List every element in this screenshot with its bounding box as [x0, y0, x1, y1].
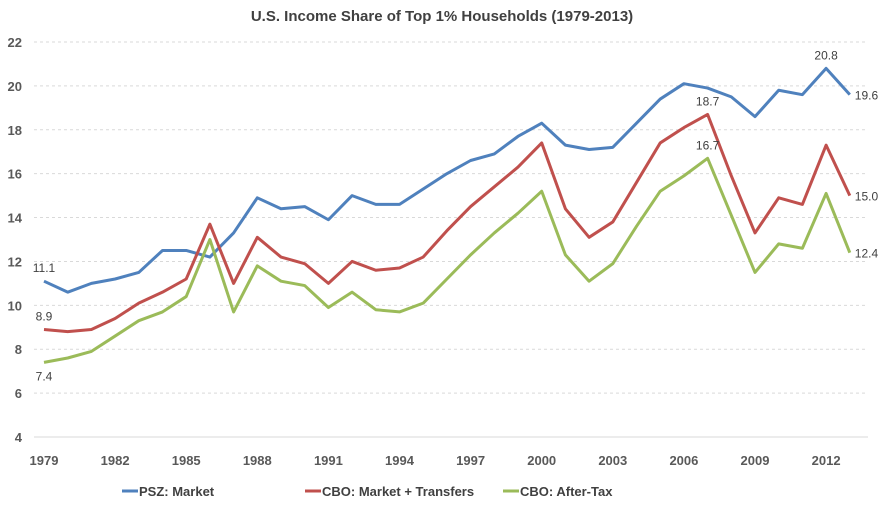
y-tick-label: 10	[8, 298, 22, 313]
data-label: 12.4	[855, 247, 879, 261]
legend: PSZ: Market CBO: Market + Transfers CBO: A…	[122, 484, 613, 499]
data-label: 7.4	[36, 369, 53, 383]
legend-label: CBO: After-Tax	[520, 484, 613, 499]
series-line-0	[43, 66, 851, 294]
y-tick-label: 14	[8, 211, 23, 226]
legend-item-1: CBO: Market + Transfers	[305, 484, 474, 499]
legend-label: PSZ: Market	[139, 484, 215, 499]
y-tick-label: 16	[8, 167, 22, 182]
x-tick-label: 2006	[669, 453, 698, 468]
x-tick-label: 1994	[385, 453, 415, 468]
x-tick-label: 2000	[527, 453, 556, 468]
x-tick-label: 2003	[598, 453, 627, 468]
y-tick-label: 22	[8, 35, 22, 50]
x-tick-label: 2012	[812, 453, 841, 468]
data-label: 8.9	[36, 309, 53, 323]
y-tick-label: 18	[8, 123, 22, 138]
data-label: 15.0	[855, 190, 879, 204]
x-tick-label: 1979	[30, 453, 59, 468]
chart-title: U.S. Income Share of Top 1% Households (…	[251, 8, 633, 25]
series-lines	[43, 66, 852, 364]
y-tick-label: 4	[15, 430, 23, 445]
data-label: 20.8	[814, 48, 838, 62]
y-tick-label: 20	[8, 79, 22, 94]
y-axis: 4 6 8 10 12 14 16 18 20 22	[8, 35, 23, 445]
x-tick-label: 1991	[314, 453, 343, 468]
y-tick-label: 8	[15, 342, 22, 357]
data-label: 18.7	[696, 94, 720, 108]
data-labels: 11.1 20.8 19.6 8.9 18.7 15.0 7.4 16.7 12.4	[33, 48, 879, 383]
y-tick-label: 6	[15, 386, 22, 401]
y-tick-label: 12	[8, 254, 22, 269]
x-tick-label: 1988	[243, 453, 272, 468]
x-axis: 1979 1982 1985 1988 1991 1994 1997 2000 2003 2006…	[30, 453, 841, 468]
legend-item-2: CBO: After-Tax	[503, 484, 613, 499]
data-label: 19.6	[855, 89, 879, 103]
legend-item-0: PSZ: Market	[122, 484, 215, 499]
x-tick-label: 1985	[172, 453, 201, 468]
x-tick-label: 1997	[456, 453, 485, 468]
data-label: 11.1	[33, 261, 56, 275]
x-tick-label: 2009	[741, 453, 770, 468]
series-line-1	[43, 112, 852, 334]
data-label: 16.7	[696, 138, 720, 152]
legend-label: CBO: Market + Transfers	[322, 484, 474, 499]
series-line-2	[43, 156, 852, 364]
x-tick-label: 1982	[101, 453, 130, 468]
